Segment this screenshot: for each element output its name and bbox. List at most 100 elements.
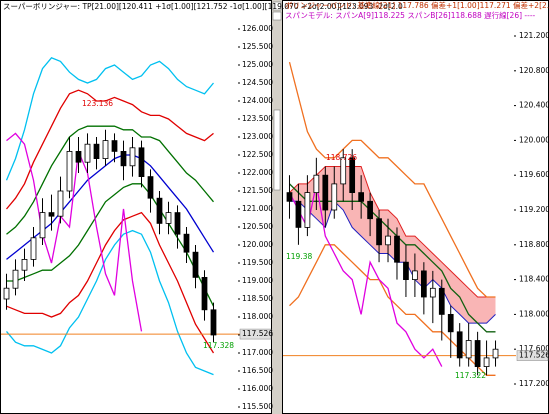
y-tick-label: 117.200 — [519, 379, 549, 388]
candle-body — [465, 340, 472, 359]
candle-body — [447, 313, 454, 333]
candle-body — [156, 197, 163, 224]
y-tick-label: 116.000 — [242, 384, 273, 393]
candle-body — [93, 143, 100, 159]
candle-body — [111, 140, 118, 152]
candle-body — [75, 150, 82, 163]
y-tick-label: 120.800 — [519, 66, 549, 75]
band-line — [6, 125, 214, 235]
annotation: 119.38 — [286, 252, 312, 261]
last-price-box — [516, 350, 549, 361]
candle-body — [358, 192, 365, 202]
span-b — [289, 166, 496, 298]
y-tick-label: 121.200 — [519, 31, 549, 40]
candle-body — [3, 287, 10, 300]
span-cloud — [289, 166, 496, 324]
y-tick-label: 117.600 — [519, 344, 549, 353]
axes: 126.000 125.500 125.000 124.500 124.000 123.5… — [238, 24, 549, 411]
y-tick-label: 120.000 — [519, 135, 549, 144]
candle-body — [129, 147, 136, 167]
candle-body — [385, 235, 391, 246]
y-tick-label: 119.000 — [242, 276, 273, 285]
candle-body — [183, 233, 190, 253]
candle-body — [304, 192, 311, 228]
annotation: 117.322 — [455, 371, 486, 380]
candle-body — [102, 140, 109, 160]
splitter[interactable] — [272, 0, 282, 414]
y-tick-label: 119.600 — [519, 170, 549, 179]
candle-body — [429, 287, 436, 298]
candle-body — [48, 212, 55, 217]
right-subheader: スパンモデル: スパンA[9]118.225 スパンB[26]118.688 遅… — [285, 10, 536, 20]
candle-body — [165, 212, 172, 224]
candle-body — [403, 261, 409, 281]
y-tick-label: 120.500 — [242, 222, 273, 231]
candle-body — [84, 143, 91, 163]
y-tick-label: 125.000 — [242, 60, 273, 69]
candle-body — [57, 190, 64, 217]
candle-body — [147, 176, 154, 199]
last-price-label: 117.526 — [242, 329, 273, 338]
candle-body — [12, 269, 19, 289]
candle-body — [492, 348, 499, 359]
candle-body — [120, 150, 127, 167]
y-tick-label: 126.000 — [242, 24, 273, 33]
y-tick-label: 118.800 — [519, 240, 549, 249]
y-tick-label: 123.500 — [242, 114, 273, 123]
y-tick-label: 118.000 — [242, 312, 273, 321]
candle-body — [331, 183, 338, 211]
candle-body — [438, 287, 445, 315]
band-line — [5, 57, 214, 181]
y-tick-label: 115.500 — [242, 402, 273, 411]
last-price-box — [239, 328, 272, 340]
y-tick-label: 124.500 — [242, 78, 273, 87]
band-line — [6, 132, 143, 332]
scroll-thumb[interactable] — [273, 109, 281, 191]
candle-body — [138, 147, 145, 178]
left-panel — [0, 0, 272, 414]
candle-body — [39, 212, 46, 239]
band-line — [6, 229, 214, 376]
candle-body — [349, 157, 356, 194]
band-line — [6, 183, 215, 307]
candle-body — [21, 258, 28, 271]
candle-body — [174, 212, 181, 235]
annotation: 123.136 — [82, 99, 113, 108]
y-tick-label: 124.000 — [242, 96, 273, 105]
candle-body — [394, 235, 400, 263]
y-tick-label: 122.000 — [242, 168, 273, 177]
right-header: ボリンジャーバンド: 基準線[21] 117.786 偏差+1[1.00]117… — [285, 0, 549, 10]
y-tick-label: 119.200 — [519, 205, 549, 214]
last-price-label: 117.526 — [519, 351, 549, 360]
y-tick-label: 121.500 — [242, 186, 273, 195]
candle-body — [474, 340, 481, 368]
left-header: スーパーボリンジャー: TP[21.00][120.411 +1σ[1.00][… — [3, 2, 403, 11]
candle-body — [340, 157, 347, 185]
annotation: 117.328 — [203, 341, 234, 350]
candle-body — [313, 174, 320, 193]
candle-body — [456, 331, 463, 359]
candle-body — [210, 309, 217, 336]
band-line — [288, 61, 496, 298]
scroll-button[interactable] — [272, 11, 282, 21]
y-tick-label: 116.500 — [242, 366, 273, 375]
left-plot — [1, 57, 240, 376]
y-tick-label: 123.000 — [242, 132, 273, 141]
candle-body — [412, 270, 418, 280]
y-tick-label: 119.500 — [242, 258, 273, 267]
candle-body — [420, 270, 427, 298]
band-line — [6, 211, 215, 354]
candle-body — [322, 174, 329, 211]
band-line — [6, 89, 214, 210]
y-tick-label: 118.000 — [519, 309, 549, 318]
scroll-button[interactable] — [272, 1, 282, 11]
candle-body — [483, 357, 490, 367]
y-tick-label: 118.500 — [242, 294, 273, 303]
candle-body — [295, 200, 302, 228]
y-tick-label: 120.400 — [519, 101, 549, 110]
y-tick-label: 122.500 — [242, 150, 273, 159]
candle-body — [376, 218, 382, 246]
right-plot — [283, 61, 516, 376]
candle-body — [201, 276, 208, 311]
candle-body — [66, 150, 73, 192]
